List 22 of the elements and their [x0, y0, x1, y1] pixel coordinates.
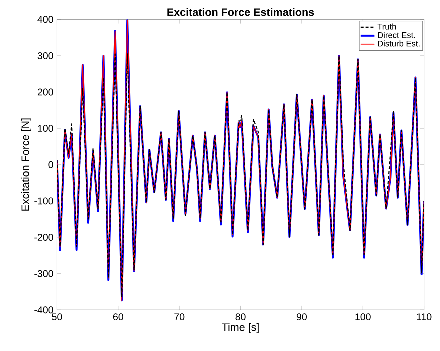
x-tick-label: 110 [417, 313, 432, 320]
y-tick-label: -300 [34, 270, 54, 278]
x-tick-label: 100 [356, 313, 371, 320]
x-tick-label: 90 [296, 313, 307, 320]
x-tick-label: 60 [113, 313, 124, 320]
y-tick-label: -100 [34, 198, 54, 204]
y-tick-label: 200 [38, 88, 54, 96]
x-tick-label: 70 [174, 313, 185, 320]
x-tick-label: 50 [52, 313, 62, 320]
y-tick-label: 400 [38, 16, 54, 23]
y-tick-label: -400 [34, 306, 54, 314]
legend-label: Truth [378, 24, 396, 30]
y-tick-label: 300 [38, 52, 54, 60]
chart-title: Excitation Force Estimations [168, 8, 314, 16]
y-tick-label: -200 [34, 234, 54, 241]
legend-label: Disturb Est. [378, 40, 420, 47]
y-tick-label: 0 [48, 161, 54, 168]
x-tick-label: 80 [236, 313, 246, 320]
legend-label: Direct Est. [378, 32, 416, 38]
x-axis-title: Time [s] [222, 323, 259, 334]
y-tick-label: 100 [38, 124, 54, 132]
y-axis-title: Excitation Force [N] [21, 118, 32, 211]
